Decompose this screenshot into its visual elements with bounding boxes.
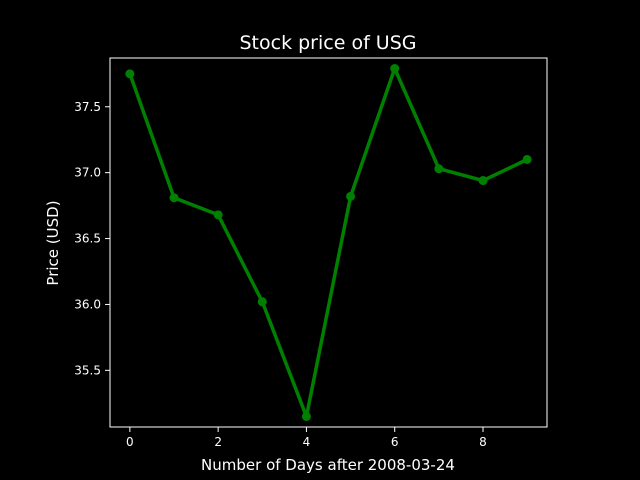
x-axis-label: Number of Days after 2008-03-24 — [201, 456, 455, 474]
x-tick-label: 8 — [479, 435, 487, 449]
y-tick-label: 35.5 — [74, 363, 101, 377]
x-tick-label: 0 — [126, 435, 134, 449]
plot-area: 0 2 4 6 8 35.5 36.0 36.5 37.0 37.5 — [74, 57, 548, 449]
data-point — [478, 176, 488, 186]
y-tick-label: 37.0 — [74, 166, 101, 180]
data-point — [257, 297, 267, 307]
x-tick-label: 2 — [214, 435, 222, 449]
y-axis-ticks: 35.5 36.0 36.5 37.0 37.5 — [74, 100, 110, 377]
y-tick-label: 37.5 — [74, 100, 101, 114]
data-point — [522, 154, 532, 164]
y-tick-label: 36.5 — [74, 232, 101, 246]
data-point — [434, 164, 444, 174]
data-point — [169, 193, 179, 203]
x-tick-label: 4 — [303, 435, 311, 449]
y-tick-label: 36.0 — [74, 297, 101, 311]
y-axis-label: Price (USD) — [44, 200, 62, 285]
data-point — [346, 191, 356, 201]
data-point — [301, 411, 311, 421]
x-axis-ticks: 0 2 4 6 8 — [126, 427, 487, 449]
x-tick-label: 6 — [391, 435, 399, 449]
axes-frame — [109, 57, 548, 428]
series-layer — [125, 64, 532, 421]
chart-title: Stock price of USG — [240, 32, 417, 54]
data-point — [390, 64, 400, 74]
data-point — [125, 69, 135, 79]
data-point — [213, 210, 223, 220]
series-line — [128, 66, 528, 419]
